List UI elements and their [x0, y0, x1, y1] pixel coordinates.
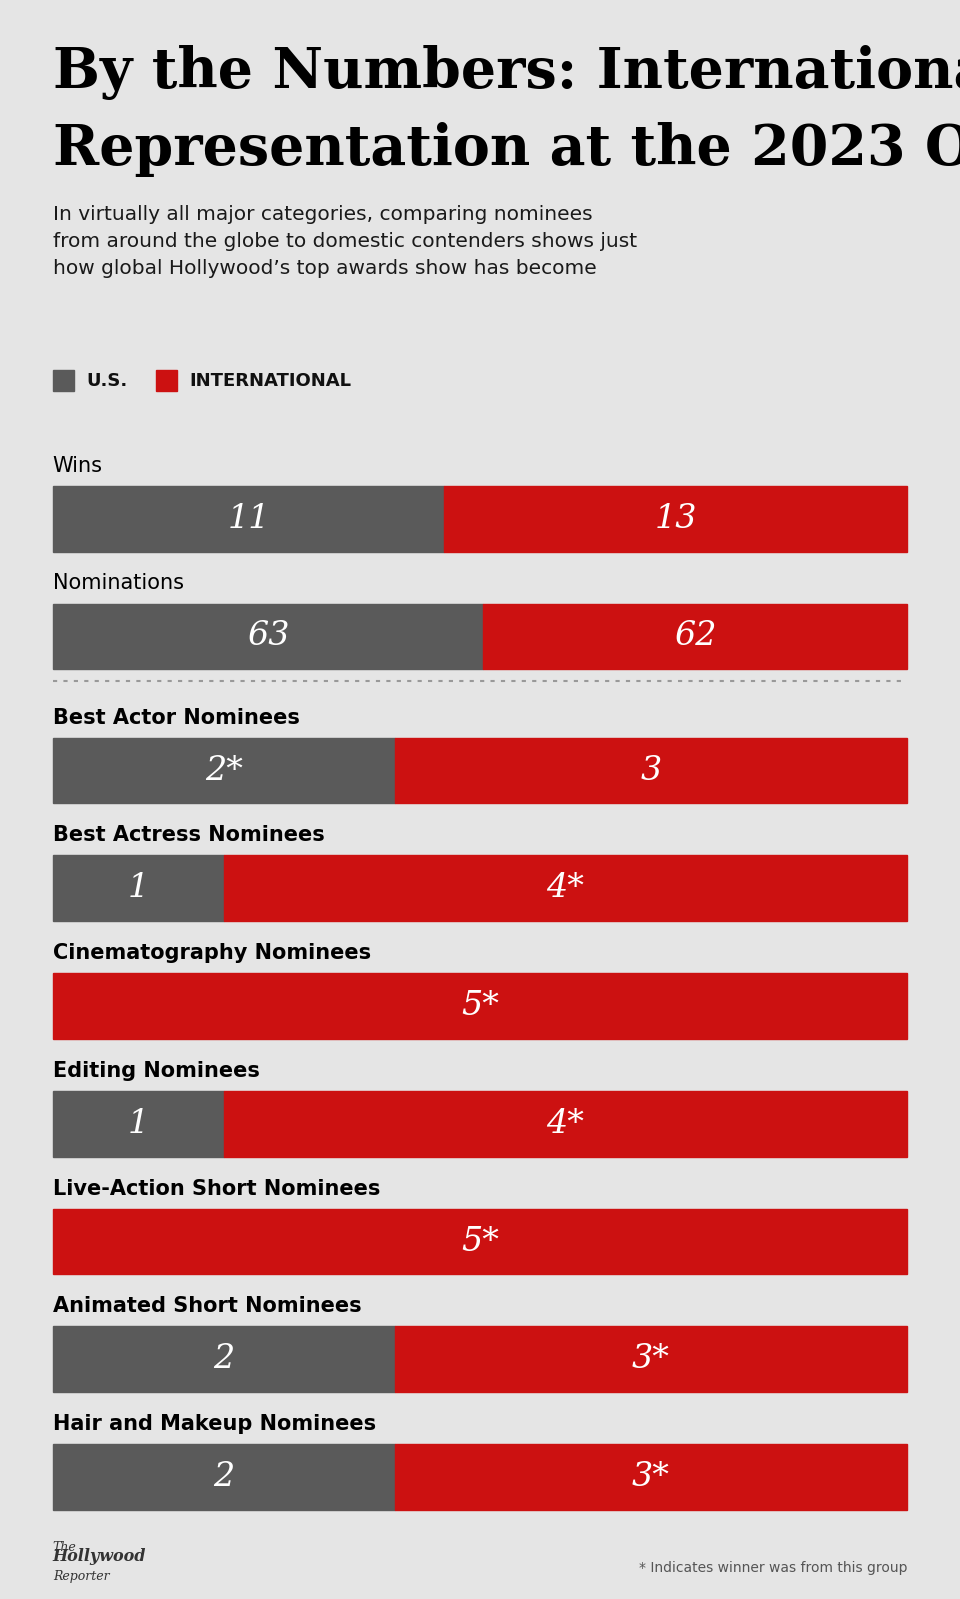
Bar	[53, 974, 907, 1039]
Bar	[395, 1444, 907, 1509]
Text: By the Numbers: International: By the Numbers: International	[53, 45, 960, 99]
Text: Cinematography Nominees: Cinematography Nominees	[53, 943, 371, 963]
Text: 5*: 5*	[461, 990, 499, 1022]
Text: 2: 2	[213, 1461, 234, 1493]
Bar	[156, 369, 177, 392]
Text: 13: 13	[655, 502, 697, 534]
Text: * Indicates winner was from this group: * Indicates winner was from this group	[638, 1561, 907, 1575]
Bar	[53, 737, 395, 803]
Bar	[53, 1091, 224, 1156]
Text: 1: 1	[128, 873, 149, 905]
Text: 3*: 3*	[632, 1461, 670, 1493]
Bar	[53, 603, 484, 670]
Text: Editing Nominees: Editing Nominees	[53, 1060, 259, 1081]
Text: Hair and Makeup Nominees: Hair and Makeup Nominees	[53, 1414, 376, 1434]
Text: 2: 2	[213, 1343, 234, 1375]
Text: 3*: 3*	[632, 1343, 670, 1375]
Bar	[224, 855, 907, 921]
Text: INTERNATIONAL: INTERNATIONAL	[189, 371, 351, 390]
Bar	[53, 369, 74, 392]
Text: Live-Action Short Nominees: Live-Action Short Nominees	[53, 1178, 380, 1199]
Text: 63: 63	[247, 620, 289, 652]
Text: Best Actor Nominees: Best Actor Nominees	[53, 708, 300, 728]
Text: The: The	[53, 1541, 77, 1554]
Text: 2*: 2*	[204, 755, 243, 787]
Text: 5*: 5*	[461, 1225, 499, 1257]
Text: 62: 62	[674, 620, 716, 652]
Bar	[53, 486, 444, 552]
Text: 4*: 4*	[546, 873, 585, 905]
Text: Nominations: Nominations	[53, 574, 183, 593]
Bar	[53, 1327, 395, 1393]
Text: Reporter: Reporter	[53, 1570, 109, 1583]
Text: 3: 3	[640, 755, 661, 787]
Text: 11: 11	[228, 502, 270, 534]
Bar	[395, 1327, 907, 1393]
Text: Wins: Wins	[53, 456, 103, 477]
Bar	[395, 737, 907, 803]
Text: 1: 1	[128, 1108, 149, 1140]
Text: In virtually all major categories, comparing nominees
from around the globe to d: In virtually all major categories, compa…	[53, 205, 636, 278]
Bar	[444, 486, 907, 552]
Text: Representation at the 2023 Oscars: Representation at the 2023 Oscars	[53, 122, 960, 176]
Bar	[53, 855, 224, 921]
Text: Hollywood: Hollywood	[53, 1548, 146, 1565]
Text: Best Actress Nominees: Best Actress Nominees	[53, 825, 324, 846]
Text: Animated Short Nominees: Animated Short Nominees	[53, 1297, 361, 1316]
Text: U.S.: U.S.	[86, 371, 128, 390]
Bar	[53, 1444, 395, 1509]
Bar	[53, 1209, 907, 1274]
Text: 4*: 4*	[546, 1108, 585, 1140]
Bar	[224, 1091, 907, 1156]
Bar	[484, 603, 907, 670]
